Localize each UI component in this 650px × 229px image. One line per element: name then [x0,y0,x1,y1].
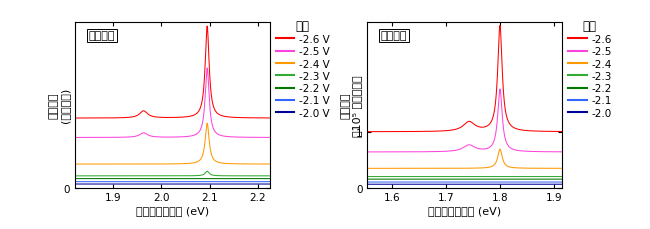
Y-axis label: 発光強度
（10⁵ カウント）: 発光強度 （10⁵ カウント） [341,75,363,136]
Text: 実験結果: 実験結果 [381,31,408,41]
Legend: -2.6, -2.5, -2.4, -2.3, -2.2, -2.1, -2.0: -2.6, -2.5, -2.4, -2.3, -2.2, -2.1, -2.0 [568,20,612,118]
X-axis label: 光子エネルギー (eV): 光子エネルギー (eV) [428,205,501,215]
X-axis label: 光子エネルギー (eV): 光子エネルギー (eV) [136,205,209,215]
Text: 計算結果: 計算結果 [88,31,115,41]
Legend: -2.6 V, -2.5 V, -2.4 V, -2.3 V, -2.2 V, -2.1 V, -2.0 V: -2.6 V, -2.5 V, -2.4 V, -2.3 V, -2.2 V, … [276,20,330,118]
Y-axis label: 発光強度
(任意強度): 発光強度 (任意強度) [48,88,70,123]
